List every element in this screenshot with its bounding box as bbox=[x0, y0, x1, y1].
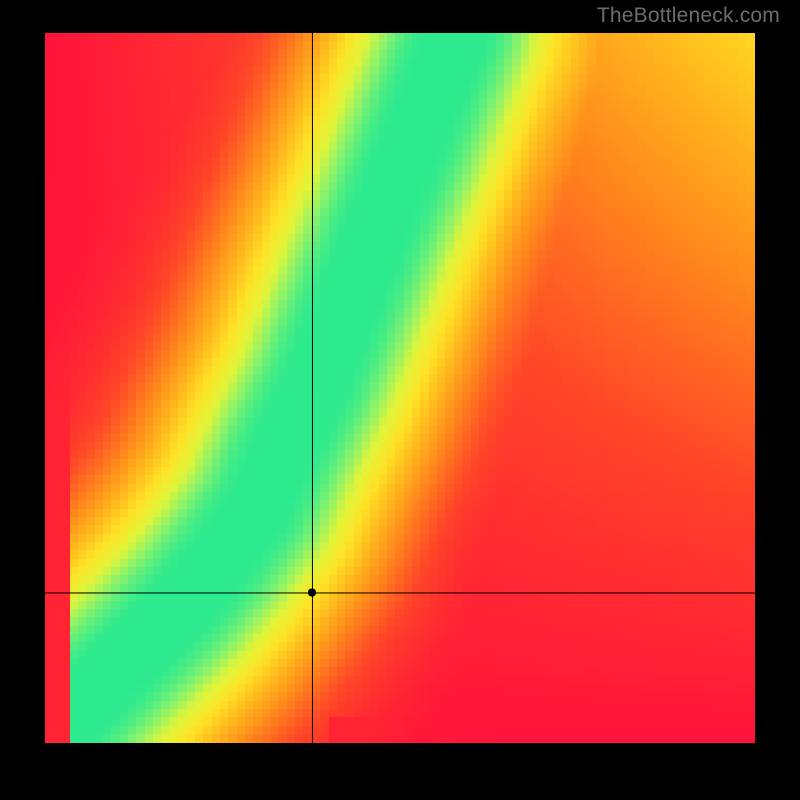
chart-container: TheBottleneck.com bbox=[0, 0, 800, 800]
heatmap-canvas bbox=[45, 33, 755, 743]
heatmap-plot bbox=[45, 33, 755, 743]
watermark-text: TheBottleneck.com bbox=[597, 4, 780, 28]
